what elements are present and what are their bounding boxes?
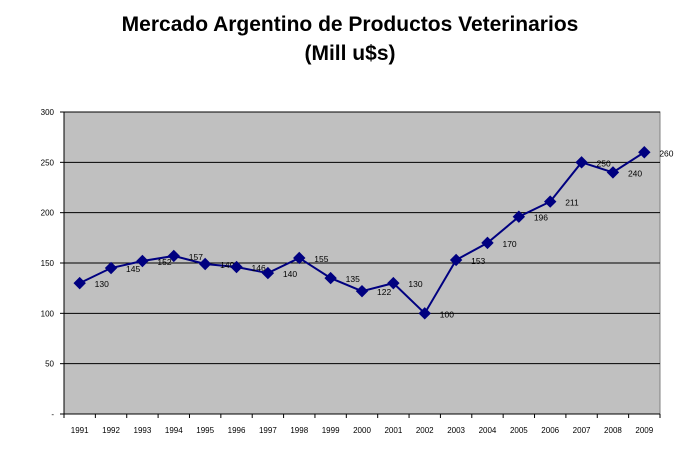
data-point-marker xyxy=(198,257,212,271)
data-label: 260 xyxy=(659,148,673,158)
data-point-marker xyxy=(167,249,180,263)
data-point-marker xyxy=(324,271,337,285)
y-tick-label: 250 xyxy=(41,158,55,167)
data-label: 155 xyxy=(314,254,328,264)
x-tick-label: 1997 xyxy=(259,426,277,435)
data-point-marker xyxy=(575,156,588,169)
data-label: 122 xyxy=(377,287,391,297)
y-tick-label: 100 xyxy=(41,309,55,318)
data-label: 170 xyxy=(502,239,516,249)
data-point-marker xyxy=(544,195,557,208)
data-point-marker xyxy=(449,253,463,267)
data-point-marker xyxy=(136,254,149,268)
data-label: 145 xyxy=(126,264,140,274)
data-label: 211 xyxy=(565,198,579,208)
data-point-marker xyxy=(638,146,651,159)
y-tick-label: 200 xyxy=(41,209,55,218)
x-tick-label: 2007 xyxy=(573,426,591,435)
data-point-marker xyxy=(355,284,369,298)
data-label: 146 xyxy=(252,263,266,273)
data-label: 149 xyxy=(220,260,234,270)
data-point-marker xyxy=(512,210,526,223)
x-tick-label: 2001 xyxy=(384,426,402,435)
x-tick-label: 1993 xyxy=(134,426,152,435)
chart-title: Mercado Argentino de Productos Veterinar… xyxy=(121,13,579,36)
data-label: 152 xyxy=(157,257,171,267)
x-tick-label: 1995 xyxy=(196,426,214,435)
data-point-marker xyxy=(230,260,243,274)
data-point-marker xyxy=(481,236,494,250)
x-tick-label: 1998 xyxy=(290,426,308,435)
data-label: 250 xyxy=(597,158,611,168)
y-tick-label: 300 xyxy=(41,108,55,117)
data-label: 100 xyxy=(440,309,454,319)
data-label: 153 xyxy=(471,256,485,266)
data-point-marker xyxy=(606,166,620,179)
data-point-marker xyxy=(261,266,275,280)
x-tick-label: 1994 xyxy=(165,426,183,435)
x-tick-label: 1991 xyxy=(71,426,89,435)
x-tick-label: 1996 xyxy=(228,426,246,435)
data-label: 157 xyxy=(189,252,203,262)
data-point-marker xyxy=(73,276,86,290)
x-tick-label: 2004 xyxy=(479,426,497,435)
x-tick-label: 2006 xyxy=(541,426,559,435)
y-tick-label: - xyxy=(51,410,54,419)
x-tick-label: 1999 xyxy=(322,426,340,435)
data-label: 140 xyxy=(283,269,297,279)
data-label: 135 xyxy=(346,274,360,284)
data-point-marker xyxy=(418,307,431,320)
x-tick-label: 2003 xyxy=(447,426,465,435)
data-label: 130 xyxy=(95,279,109,289)
y-tick-label: 50 xyxy=(45,360,54,369)
data-point-marker xyxy=(293,251,306,265)
x-tick-label: 1992 xyxy=(102,426,120,435)
x-tick-label: 2009 xyxy=(635,426,653,435)
x-tick-label: 2000 xyxy=(353,426,371,435)
data-point-marker xyxy=(104,261,118,275)
y-tick-label: 150 xyxy=(41,259,55,268)
chart-title-block: Mercado Argentino de Productos Veterinar… xyxy=(0,10,700,68)
data-point-marker xyxy=(387,276,400,290)
x-tick-label: 2008 xyxy=(604,426,622,435)
data-label: 240 xyxy=(628,168,642,178)
chart-subtitle: (Mill u$s) xyxy=(304,42,396,65)
data-label: 196 xyxy=(534,213,548,223)
x-tick-label: 2002 xyxy=(416,426,434,435)
x-tick-label: 2005 xyxy=(510,426,528,435)
data-label: 130 xyxy=(408,279,422,289)
